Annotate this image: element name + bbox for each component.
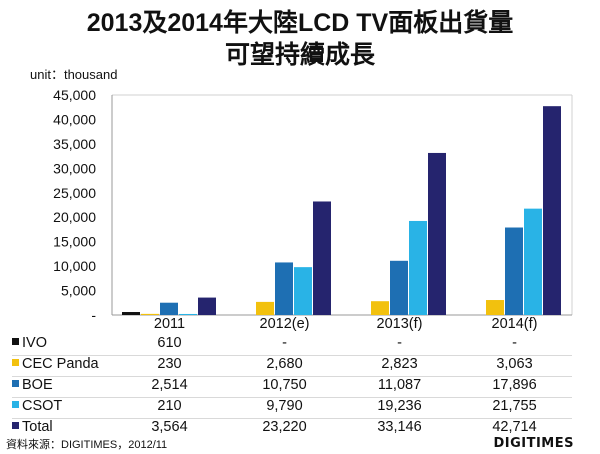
data-label: 230 [157,356,182,372]
bar-boe [160,302,178,315]
bar-cec-panda [141,313,159,315]
y-tick-label: 20,000 [53,209,96,225]
y-tick-label: 25,000 [53,185,96,201]
legend-item: BOE [12,377,53,393]
legend-swatch [12,380,19,387]
bar-cec-panda [371,301,389,315]
bar-total [543,106,561,316]
digitimes-logo: DIGITIMES [493,436,574,451]
data-label: - [282,335,287,351]
data-label: 10,750 [262,377,307,393]
row-divider [12,418,572,419]
legend-item: Total [12,419,53,435]
y-tick-label: 45,000 [53,87,96,103]
legend-item: CEC Panda [12,356,99,372]
table-header-row: 2011 2012(e) 2013(f) 2014(f) [0,316,600,337]
legend-item: IVO [12,335,47,351]
category-label: 2012(e) [259,316,310,332]
y-tick-label: 10,000 [53,258,96,274]
data-label: 17,896 [492,377,537,393]
bar-boe [390,260,408,315]
bar-chart: - 5,000 10,000 15,000 20,000 25,000 30,000 35,0… [53,87,573,323]
data-label: - [397,335,402,351]
data-label: 21,755 [492,398,537,414]
data-label: 2,680 [266,356,303,372]
legend-swatch [12,401,19,408]
bar-csot [409,220,427,315]
y-tick-label: 40,000 [53,111,96,127]
data-label: - [512,335,517,351]
legend-item: CSOT [12,398,62,414]
data-label: 19,236 [377,398,422,414]
bar-csot [524,208,542,315]
row-divider [12,376,572,377]
table-row: BOE 2,514 10,750 11,087 17,896 [0,377,600,398]
data-label: 210 [157,398,182,414]
data-label: 42,714 [492,419,537,435]
table-row: Total 3,564 23,220 33,146 42,714 [0,419,600,440]
bar-boe [275,262,293,315]
data-label: 23,220 [262,419,307,435]
y-tick-label: - [91,307,96,323]
bar-total [313,201,331,315]
series-name: BOE [22,377,53,393]
source-note: 資料來源：DIGITIMES，2012/11 [6,439,168,451]
legend-swatch [12,359,19,366]
data-label: 610 [157,335,182,351]
data-label: 3,564 [151,419,188,435]
row-divider [12,355,572,356]
series-name: CEC Panda [22,356,99,372]
bar-total [198,297,216,315]
bar-cec-panda [256,301,274,315]
bar-ivo [122,312,140,315]
series-name: Total [22,419,53,435]
category-label: 2011 [153,316,186,332]
chart-title: 2013及2014年大陸LCD TV面板出貨量 [86,9,514,37]
table-row: IVO 610 - - - [0,335,600,356]
category-label: 2014(f) [491,316,538,332]
bar-boe [505,227,523,315]
legend-swatch [12,338,19,345]
table-row: CSOT 210 9,790 19,236 21,755 [0,398,600,419]
data-label: 2,514 [151,377,188,393]
data-label: 9,790 [266,398,303,414]
y-tick-label: 30,000 [53,160,96,176]
row-divider [12,397,572,398]
unit-label: unit：thousand [30,67,118,82]
y-tick-label: 5,000 [61,283,96,299]
y-tick-label: 15,000 [53,234,96,250]
data-label: 2,823 [381,356,418,372]
series-name: CSOT [22,398,63,414]
category-label: 2013(f) [376,316,423,332]
data-label: 11,087 [377,377,422,393]
bar-csot [294,267,312,315]
series-name: IVO [22,335,47,351]
bar-cec-panda [486,300,504,315]
y-tick-label: 35,000 [53,136,96,152]
table-row: CEC Panda 230 2,680 2,823 3,063 [0,356,600,377]
bar-total [428,152,446,315]
chart-subtitle: 可望持續成長 [224,41,375,69]
legend-swatch [12,422,19,429]
data-label: 3,063 [496,356,533,372]
bar-csot [179,313,197,315]
data-label: 33,146 [377,419,422,435]
